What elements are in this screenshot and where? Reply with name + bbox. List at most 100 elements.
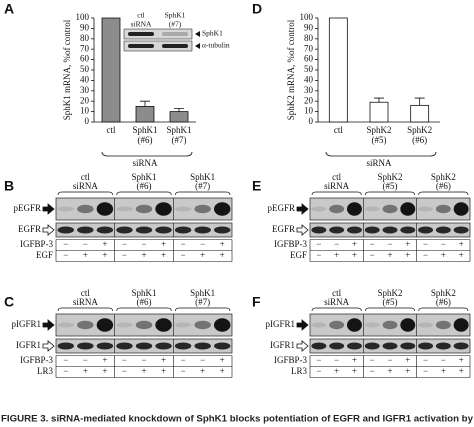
treatment-sign: −	[63, 239, 68, 249]
y-axis-label: SphK1 mRNA, %of control	[62, 19, 72, 120]
inset-row-label: SphK1	[202, 29, 223, 38]
inset-blot	[123, 28, 193, 40]
blot-band	[400, 226, 416, 234]
treatment-sign: +	[459, 250, 464, 260]
panel-letter: A	[4, 1, 14, 17]
treatment-label: LR3	[291, 366, 308, 376]
treatment-sign: +	[83, 250, 88, 260]
panel-letter: E	[252, 178, 261, 194]
y-tick-label: 0	[85, 116, 90, 126]
inset-band	[128, 32, 154, 36]
bar	[101, 17, 121, 123]
x-tick-label: (#7)	[172, 135, 187, 145]
treatment-sign: −	[63, 355, 68, 365]
treatment-sign: −	[316, 250, 321, 260]
blot-band	[116, 342, 133, 350]
inset-row-label: α-tubulin	[202, 41, 230, 50]
blot-band	[57, 206, 74, 212]
inset-band	[162, 44, 188, 48]
treatment-sign: +	[83, 366, 88, 376]
treatment-sign: +	[102, 366, 107, 376]
treatment-label: IGFBP-3	[20, 355, 54, 365]
blot-band	[311, 322, 327, 328]
x-tick-label: (#5)	[372, 135, 387, 145]
treatment-sign: −	[181, 250, 186, 260]
inset-band	[128, 44, 154, 48]
blot-band	[418, 342, 434, 350]
treatment-sign: −	[423, 355, 428, 365]
bar	[328, 17, 348, 123]
treatment-sign: −	[441, 355, 446, 365]
panel-letter: C	[4, 294, 14, 310]
inset-column-label: ctl	[137, 11, 145, 20]
y-tick-label: 100	[76, 12, 90, 22]
x-tick-label: (#6)	[412, 135, 427, 145]
y-tick-label: 40	[304, 74, 314, 84]
y-tick-label: 40	[80, 74, 90, 84]
x-tick-label: (#6)	[138, 135, 153, 145]
blot-band	[453, 226, 469, 234]
blot-band	[96, 226, 114, 234]
treatment-sign: −	[370, 355, 375, 365]
blot-band	[364, 226, 380, 234]
row-arrow	[296, 319, 309, 331]
blot-band	[214, 226, 231, 234]
treatment-sign: +	[200, 366, 205, 376]
inset-arrow	[195, 43, 200, 49]
treatment-sign: +	[102, 355, 107, 365]
group-bracket	[364, 191, 416, 196]
treatment-label: IGFBP-3	[20, 239, 54, 249]
blot-band	[435, 204, 451, 214]
treatment-sign: +	[459, 239, 464, 249]
treatment-sign: +	[352, 250, 357, 260]
group-label: siRNA	[324, 297, 350, 307]
group-label: (#5)	[383, 181, 398, 191]
row-arrow	[42, 203, 55, 215]
treatment-sign: −	[370, 366, 375, 376]
group-label: ctl	[81, 172, 90, 182]
y-tick-label: 60	[304, 54, 314, 64]
treatment-sign: −	[423, 239, 428, 249]
blot-band	[346, 342, 362, 350]
group-bracket	[418, 307, 469, 312]
blot-band	[346, 318, 362, 332]
blot-band	[329, 342, 345, 350]
treatment-sign: −	[200, 355, 205, 365]
treatment-sign: −	[316, 366, 321, 376]
blot-band	[364, 206, 380, 212]
blot-band	[174, 322, 192, 328]
group-bracket	[311, 307, 362, 312]
group-label: (#7)	[195, 297, 210, 307]
blot-band	[135, 204, 153, 214]
y-tick-label: 20	[304, 95, 314, 105]
bar	[410, 104, 430, 123]
blot-band	[364, 342, 380, 350]
row-arrow	[42, 319, 55, 331]
treatment-sign: −	[63, 366, 68, 376]
treatment-sign: −	[141, 239, 146, 249]
inset-column-label: SphK1	[165, 11, 186, 20]
treatment-sign: −	[122, 355, 127, 365]
treatment-sign: −	[200, 239, 205, 249]
blot-band	[311, 342, 327, 350]
treatment-sign: −	[83, 355, 88, 365]
y-tick-label: 90	[80, 22, 90, 32]
inset-column-label: (#7)	[169, 20, 182, 29]
blot-band	[57, 322, 74, 328]
treatment-sign: +	[161, 250, 166, 260]
treatment-sign: −	[122, 366, 127, 376]
blot-band	[311, 206, 327, 212]
blot-band	[135, 226, 153, 234]
treatment-label: EGF	[290, 250, 307, 260]
blot-band	[116, 322, 133, 328]
treatment-sign: +	[141, 366, 146, 376]
group-label: siRNA	[324, 181, 350, 191]
inset-blot	[123, 40, 193, 52]
blot-band	[418, 226, 434, 234]
row-label: EGFR	[272, 224, 295, 234]
group-bracket	[174, 191, 231, 196]
treatment-sign: −	[370, 239, 375, 249]
treatment-sign: −	[141, 355, 146, 365]
group-label: (#7)	[195, 181, 210, 191]
blot-band	[453, 342, 469, 350]
